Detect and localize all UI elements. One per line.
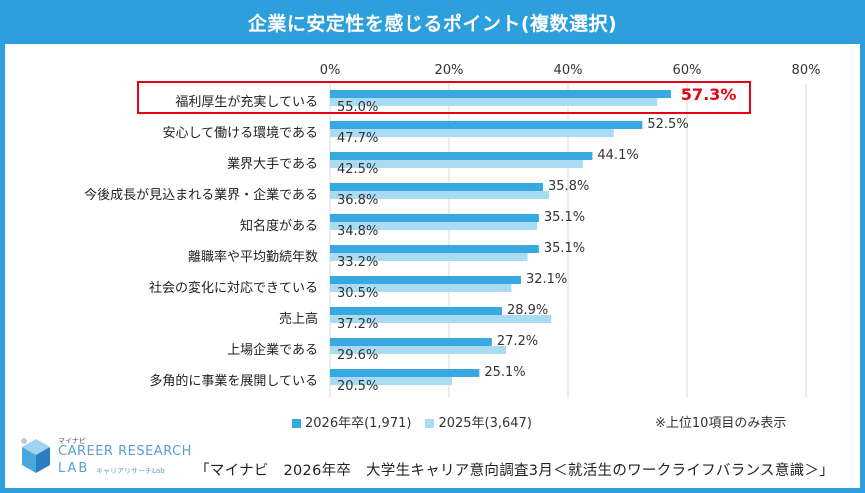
value-label-2025-5: 33.2%	[337, 255, 378, 270]
value-label-2026-7: 28.9%	[507, 303, 548, 318]
tick-label-20: 20%	[435, 63, 464, 78]
value-label-2026-6: 32.1%	[526, 272, 567, 287]
cube-logo-icon	[21, 438, 50, 473]
value-label-2025-2: 42.5%	[337, 162, 378, 177]
bar-2025-8	[330, 346, 507, 354]
bar-2026-6	[330, 276, 521, 284]
bar-2026-8	[330, 338, 492, 346]
tick-label-80: 80%	[792, 63, 821, 78]
chart-title: 企業に安定性を感じるポイント(複数選択)	[0, 0, 865, 44]
bar-2025-1	[330, 129, 614, 137]
value-label-2025-3: 36.8%	[337, 193, 378, 208]
value-label-2026-3: 35.8%	[548, 179, 589, 194]
bar-2025-5	[330, 253, 528, 261]
category-label-1: 安心して働ける環境である	[163, 126, 318, 141]
category-label-4: 知名度がある	[240, 218, 318, 234]
value-label-2026-0: 57.3%	[681, 85, 737, 104]
value-label-2026-1: 52.5%	[647, 117, 688, 132]
category-label-3: 今後成長が見込まれる業界・企業である	[84, 187, 318, 203]
category-label-0: 福利厚生が充実している	[175, 94, 318, 110]
value-label-2025-7: 37.2%	[337, 317, 378, 332]
bar-2025-3	[330, 191, 549, 199]
legend-label-2026: 2026年卒(1,971)	[305, 416, 412, 431]
legend: 2026年卒(1,971) 2025年(3,647)	[292, 412, 532, 431]
category-label-8: 上場企業である	[227, 342, 318, 358]
value-label-2025-4: 34.8%	[337, 224, 378, 239]
bar-2025-7	[330, 315, 552, 323]
category-label-2: 業界大手である	[227, 156, 318, 172]
source-caption: 「マイナビ 2026年卒 大学生キャリア意向調査3月＜就活生のワークライフバラン…	[195, 463, 835, 479]
career-research-lab-logo: マイナビ CAREER RESEARCH LAB キャリアリサーチLab	[18, 435, 191, 483]
value-label-2025-1: 47.7%	[337, 131, 378, 146]
bar-2026-0	[330, 90, 671, 98]
category-label-6: 社会の変化に対応できている	[149, 280, 318, 296]
footnote: ※上位10項目のみ表示	[655, 416, 787, 431]
tick-label-0: 0%	[320, 63, 341, 78]
value-label-2026-5: 35.1%	[544, 241, 585, 256]
bar-2025-0	[330, 98, 658, 106]
legend-swatch-2026	[292, 419, 301, 428]
category-label-5: 離職率や平均勤続年数	[188, 249, 318, 265]
logo-line2: LAB	[58, 461, 90, 476]
bar-2025-2	[330, 160, 583, 168]
bar-2026-7	[330, 307, 502, 315]
value-label-2025-9: 20.5%	[337, 379, 378, 394]
bar-2026-3	[330, 183, 544, 191]
bar-2026-9	[330, 369, 480, 377]
value-label-2026-4: 35.1%	[544, 210, 585, 225]
bar-2026-2	[330, 152, 593, 160]
legend-swatch-2025	[425, 419, 435, 428]
logo-line1: CAREER RESEARCH	[58, 444, 192, 459]
value-label-2025-0: 55.0%	[337, 100, 378, 115]
value-label-2026-2: 44.1%	[597, 148, 638, 163]
highlight-box	[137, 81, 751, 114]
bar-2025-9	[330, 377, 452, 385]
value-label-2026-9: 25.1%	[484, 365, 525, 380]
bar-2026-5	[330, 245, 539, 253]
category-label-9: 多角的に事業を展開している	[149, 373, 318, 389]
bar-2026-1	[330, 121, 643, 129]
bar-2025-6	[330, 284, 512, 292]
legend-item-2025: 2025年(3,647)	[425, 412, 532, 431]
legend-item-2026: 2026年卒(1,971)	[292, 412, 411, 431]
logo-ja2: キャリアリサーチLab	[96, 467, 165, 475]
bar-2025-4	[330, 222, 538, 230]
legend-label-2025: 2025年(3,647)	[438, 416, 532, 431]
category-label-7: 売上高	[279, 311, 318, 327]
bar-2026-4	[330, 214, 539, 222]
value-label-2026-8: 27.2%	[497, 334, 538, 349]
logo-ja: マイナビ	[58, 437, 86, 445]
value-label-2025-8: 29.6%	[337, 348, 378, 363]
tick-label-40: 40%	[554, 63, 583, 78]
value-label-2025-6: 30.5%	[337, 286, 378, 301]
tick-label-60: 60%	[673, 63, 702, 78]
